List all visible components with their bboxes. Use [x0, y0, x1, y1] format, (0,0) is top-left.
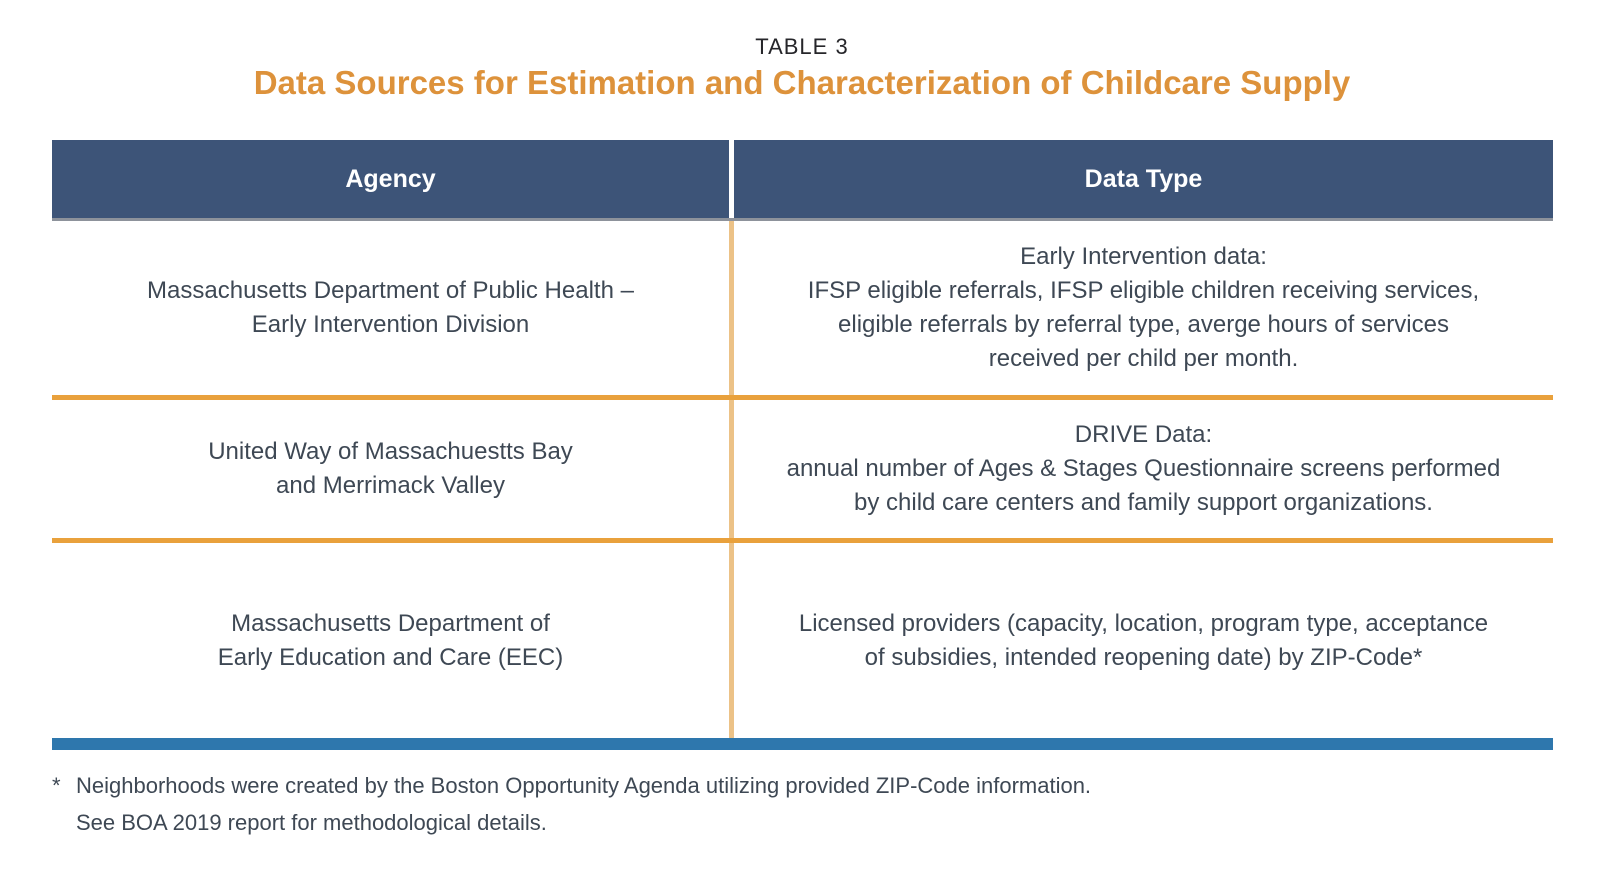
data-type-cell: Licensed providers (capacity, location, …	[798, 609, 1489, 671]
row-divider	[52, 538, 1553, 543]
data-type-cell: DRIVE Data: annual number of Ages & Stag…	[786, 421, 1501, 516]
footnote: * Neighborhoods were created by the Bost…	[52, 767, 1512, 841]
column-header-agency: Agency	[52, 140, 729, 218]
row-divider	[52, 395, 1553, 400]
header-column-gap	[729, 140, 734, 218]
column-header-data-type: Data Type	[734, 140, 1553, 218]
table-row: United Way of Massachuestts Bay and Merr…	[52, 400, 1553, 538]
column-divider	[729, 543, 734, 738]
table-header-row: Agency Data Type	[52, 140, 1553, 218]
table-bottom-bar	[52, 738, 1553, 750]
table-row: Massachusetts Department of Early Educat…	[52, 543, 1553, 738]
agency-cell: Massachusetts Department of Public Healt…	[147, 277, 634, 338]
header-underline	[52, 218, 1553, 221]
footnote-line-1: * Neighborhoods were created by the Bost…	[52, 767, 1512, 804]
agency-cell: United Way of Massachuestts Bay and Merr…	[208, 438, 573, 499]
footnote-text-2: See BOA 2019 report for methodological d…	[76, 810, 547, 835]
footnote-asterisk: *	[52, 773, 61, 798]
column-divider	[729, 400, 734, 538]
table-title: Data Sources for Estimation and Characte…	[253, 64, 1351, 101]
data-sources-table: Agency Data Type Massachusetts Departmen…	[52, 140, 1553, 750]
table-row: Massachusetts Department of Public Healt…	[52, 221, 1553, 395]
footnote-text-1: Neighborhoods were created by the Boston…	[76, 773, 1092, 798]
agency-cell: Massachusetts Department of Early Educat…	[217, 609, 564, 671]
data-type-cell: Early Intervention data: IFSP eligible r…	[807, 243, 1480, 372]
column-divider	[729, 221, 734, 395]
table-number: TABLE 3	[755, 34, 849, 59]
